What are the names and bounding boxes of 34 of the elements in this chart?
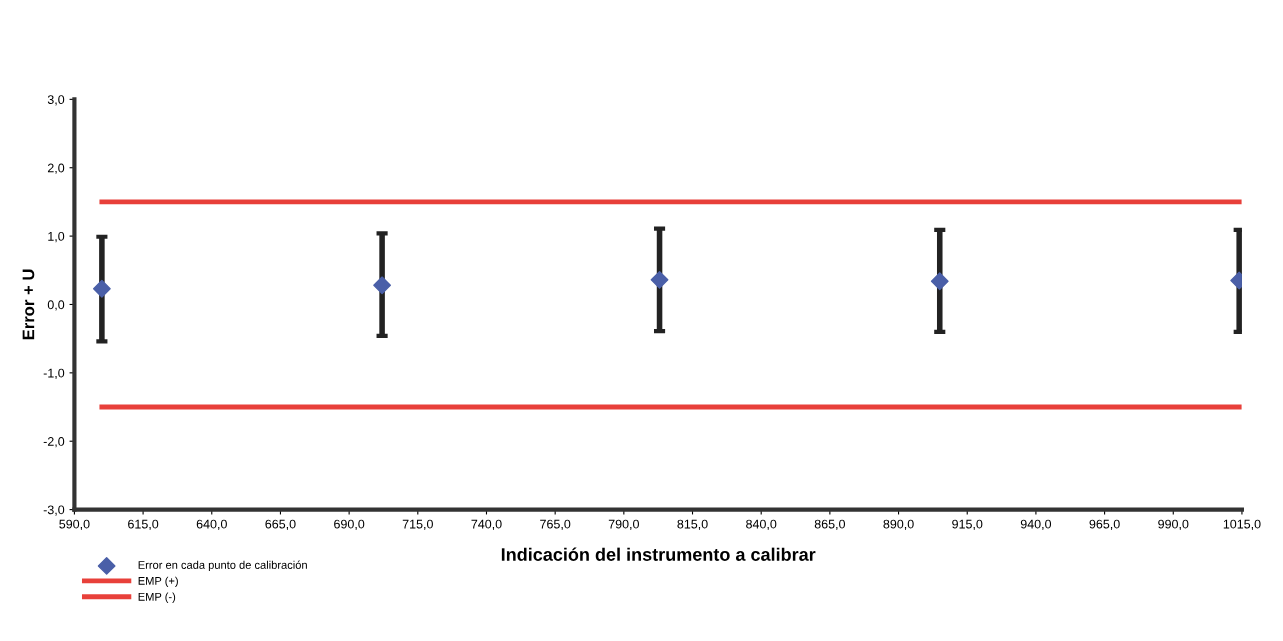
y-tick-label: -1,0 bbox=[43, 368, 65, 379]
legend-label: EMP (-) bbox=[138, 592, 176, 603]
x-tick-label: 665,0 bbox=[265, 519, 296, 530]
y-tick-label: 1,0 bbox=[48, 231, 65, 243]
point bbox=[92, 279, 111, 298]
x-tick-label: 765,0 bbox=[540, 519, 571, 530]
y-tick-label: -2,0 bbox=[43, 437, 65, 448]
y-tick-label: 3,0 bbox=[47, 95, 65, 106]
y-tick-label: 0,0 bbox=[47, 300, 65, 311]
x-tick-label: 865,0 bbox=[814, 519, 846, 530]
x-tick-label: 740,0 bbox=[471, 519, 502, 530]
x-axis-title: Indicación del instrumento a calibrar bbox=[501, 547, 816, 561]
legend-label: EMP (+) bbox=[138, 576, 178, 588]
x-tick-label: 990,0 bbox=[1158, 519, 1189, 530]
point bbox=[650, 270, 669, 289]
x-tick-label: 615,0 bbox=[128, 519, 159, 530]
y-axis-title: Error + U bbox=[22, 269, 35, 340]
x-tick-label: 940,0 bbox=[1020, 519, 1052, 530]
x-tick-label: 890,0 bbox=[883, 519, 914, 530]
y-tick-label: -3,0 bbox=[43, 505, 65, 516]
x-tick-label: 690,0 bbox=[334, 519, 365, 530]
point bbox=[930, 272, 949, 291]
x-tick-label: 715,0 bbox=[402, 519, 433, 530]
y-tick-label: 2,0 bbox=[47, 163, 65, 174]
x-tick-label: 790,0 bbox=[608, 519, 639, 530]
x-tick-label: 815,0 bbox=[677, 519, 708, 530]
x-tick-label: 915,0 bbox=[952, 519, 983, 530]
x-tick-label: 640,0 bbox=[196, 519, 227, 530]
point bbox=[373, 276, 392, 295]
x-tick-label: 1015,0 bbox=[1223, 519, 1261, 530]
legend-label: Error en cada punto de calibración bbox=[138, 560, 307, 572]
x-tick-label: 590,0 bbox=[59, 519, 90, 530]
x-tick-label: 840,0 bbox=[746, 519, 777, 530]
x-tick-label: 965,0 bbox=[1089, 519, 1120, 530]
